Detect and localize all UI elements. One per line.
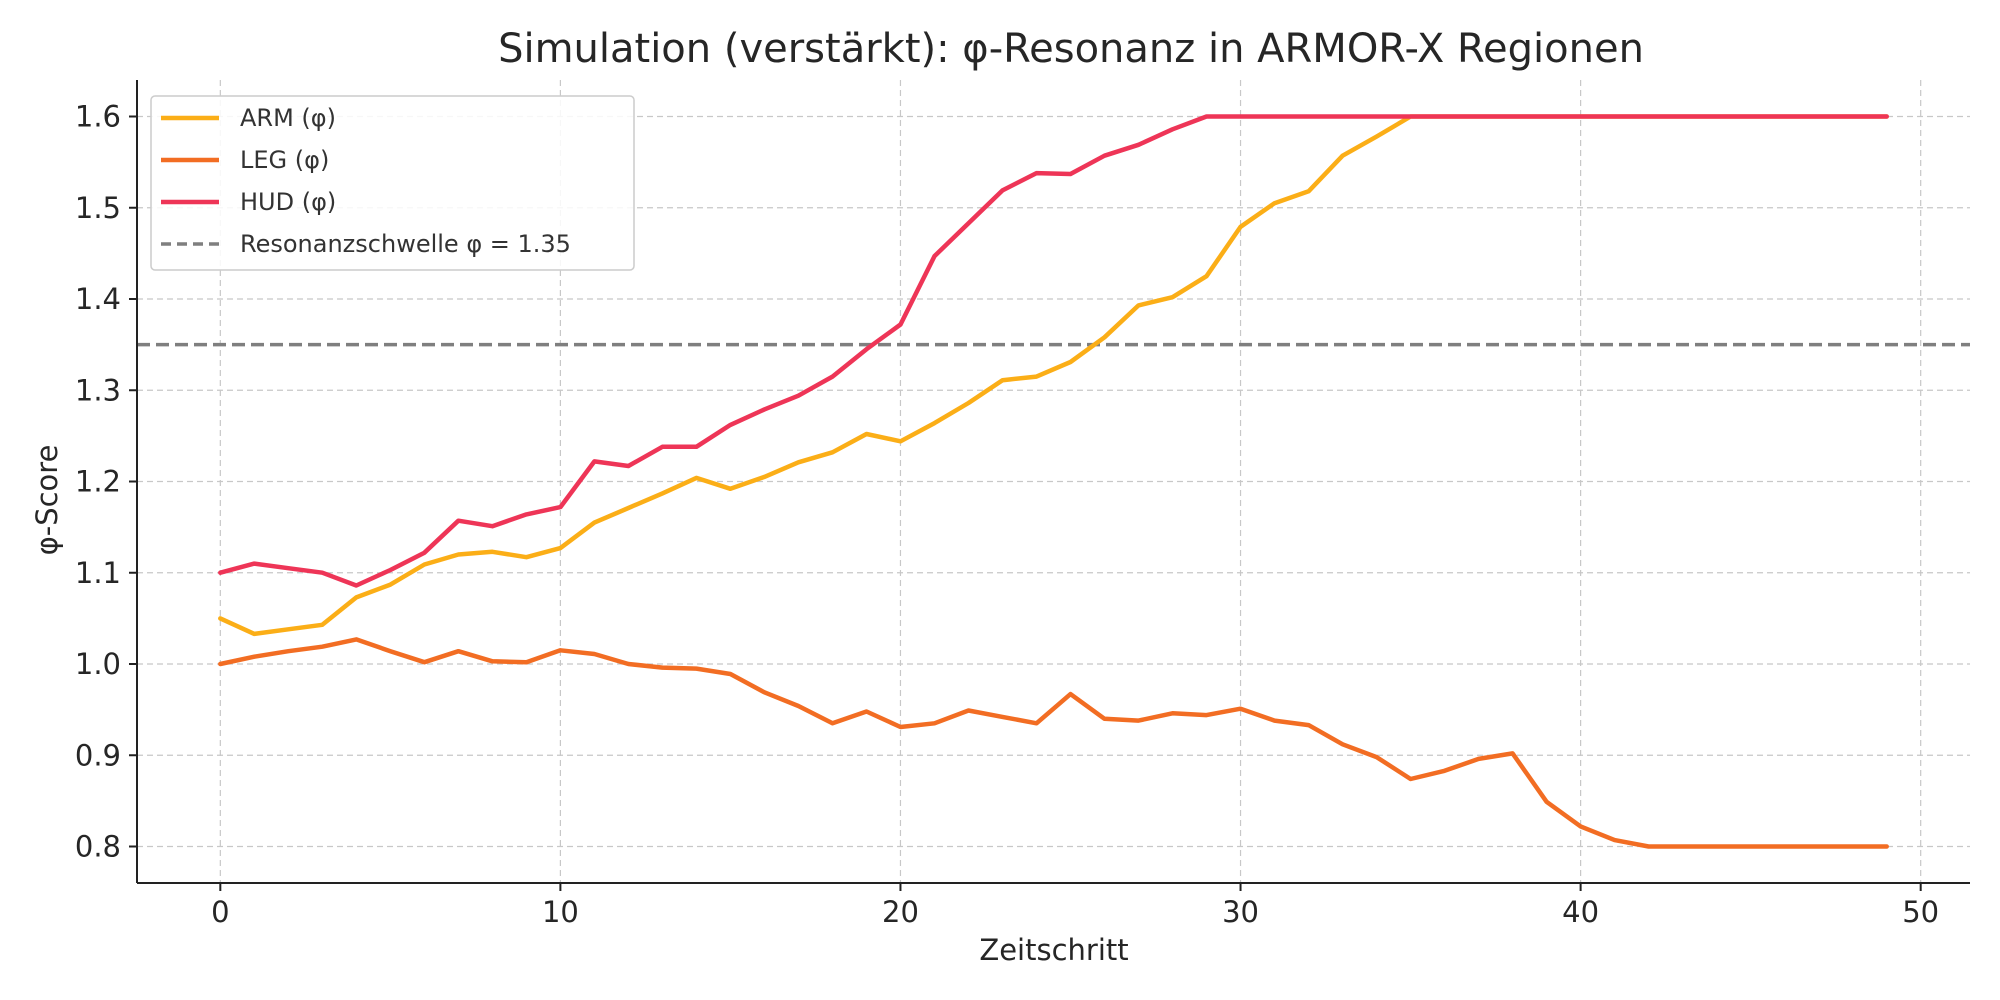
series-line-hud <box>218 114 1889 588</box>
x-tick-label: 0 <box>211 895 229 929</box>
y-tick-label: 1.3 <box>75 373 121 407</box>
y-tick-label: 1.2 <box>75 465 121 499</box>
series-line-leg <box>218 637 1889 849</box>
legend-label: HUD (φ) <box>240 188 336 216</box>
x-axis-label: Zeitschritt <box>979 933 1128 967</box>
legend: ARM (φ) LEG (φ) HUD (φ) Resonanzschwelle φ … <box>150 95 635 271</box>
x-tick-label: 20 <box>882 895 919 929</box>
tick-labels: 0 10 20 30 40 50 0.8 0.9 1.0 1.1 1.2 1.3 1.4 1.5 1.6 <box>75 100 1939 930</box>
legend-frame <box>150 95 635 271</box>
series-lines <box>218 114 1889 849</box>
y-tick-label: 0.9 <box>75 738 121 772</box>
y-tick-label: 1.5 <box>75 191 121 225</box>
y-tick-label: 0.8 <box>75 830 121 864</box>
x-tick-label: 10 <box>542 895 579 929</box>
y-tick-label: 1.4 <box>75 282 121 316</box>
x-tick-label: 40 <box>1562 895 1599 929</box>
chart-title: Simulation (verstärkt): φ-Resonanz in AR… <box>498 26 1644 72</box>
x-tick-label: 50 <box>1902 895 1939 929</box>
y-tick-label: 1.6 <box>75 100 121 134</box>
legend-label: ARM (φ) <box>240 104 336 132</box>
legend-label: Resonanzschwelle φ = 1.35 <box>240 230 571 258</box>
legend-label: LEG (φ) <box>240 146 329 174</box>
y-tick-label: 1.0 <box>75 647 121 681</box>
y-tick-label: 1.1 <box>75 556 121 590</box>
x-tick-label: 30 <box>1222 895 1259 929</box>
y-axis-label: φ-Score <box>30 445 64 556</box>
